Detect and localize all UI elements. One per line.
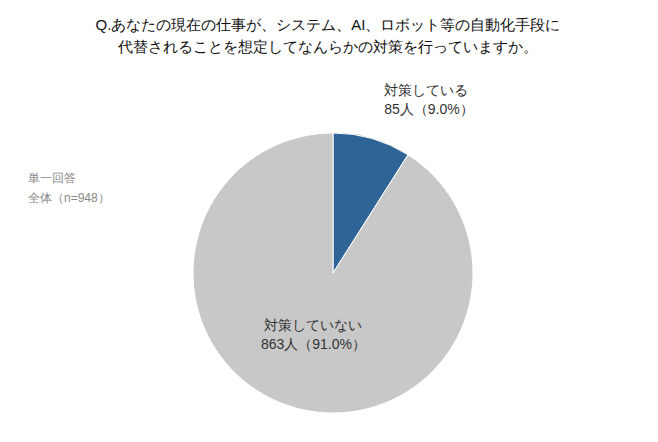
svg-text:863人（91.0%）: 863人（91.0%） [261,336,366,352]
svg-text:85人（9.0%）: 85人（9.0%） [384,101,473,117]
html-text:Q.あなたの現在の仕事が、システム、AI、ロボット等の自動化: Q.あなたの現在の仕事が、システム、AI、ロボット等の自動化手段に [95,16,561,33]
html-text:単一回答: 単一回答 [28,171,76,185]
svg-text:対策している: 対策している [384,82,468,98]
svg-text:対策していない: 対策していない [264,317,362,333]
html-text:全体（n=948）: 全体（n=948） [28,191,110,205]
html-text:代替されることを想定してなんらかの対策を行っていますか。: 代替されることを想定してなんらかの対策を行っていますか。 [118,38,538,55]
